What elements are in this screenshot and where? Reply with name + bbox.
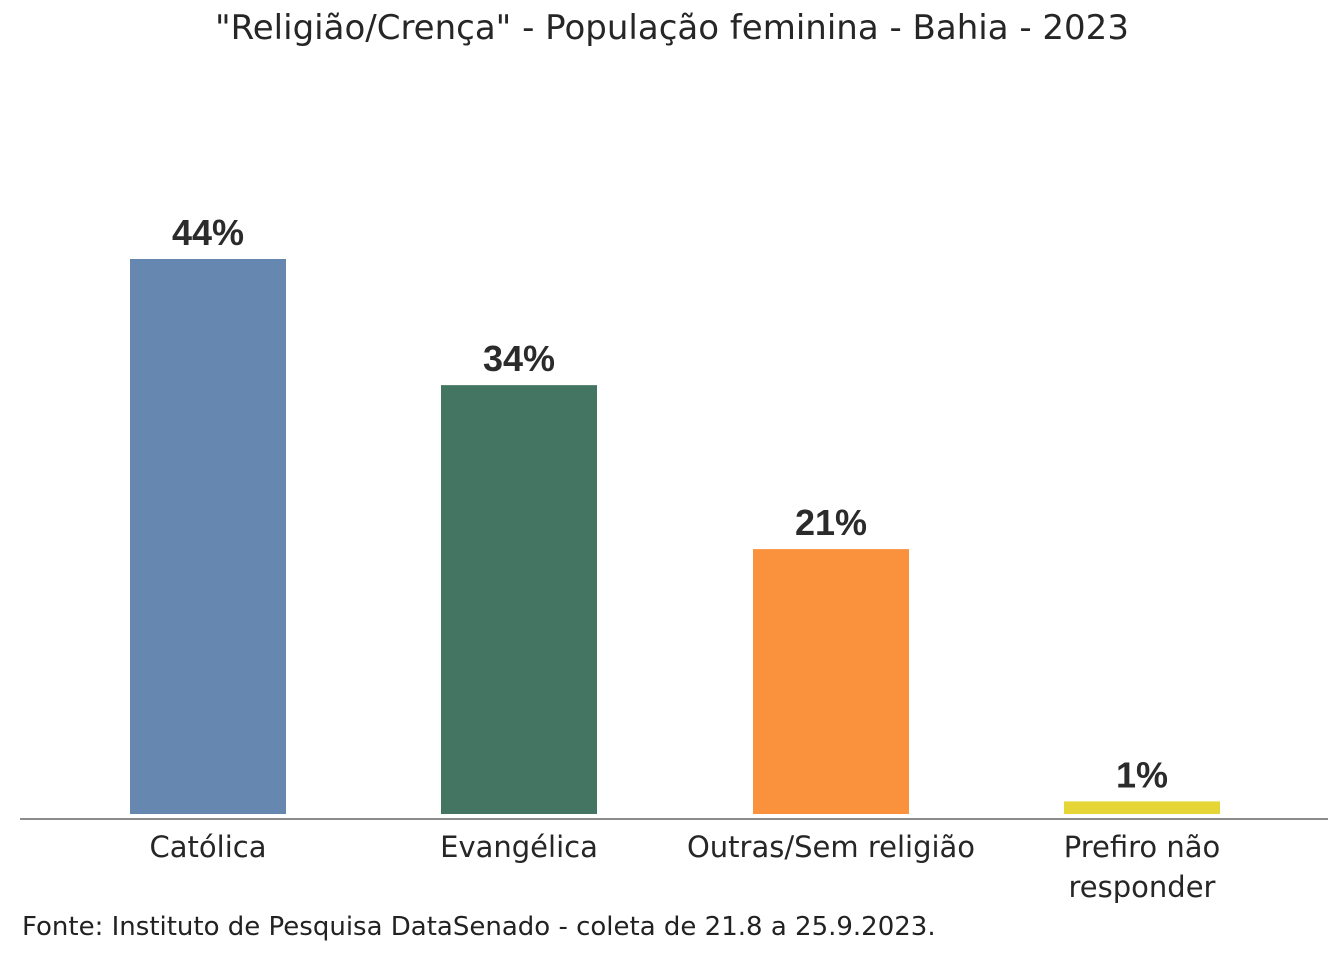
value-label-evangelica: 34% — [483, 338, 555, 379]
bar-catolica — [130, 259, 286, 814]
category-label-outras-sem-religiao: Outras/Sem religião — [687, 830, 975, 864]
value-label-outras-sem-religiao: 21% — [795, 502, 867, 543]
category-label-catolica: Católica — [150, 830, 267, 864]
value-label-catolica: 44% — [172, 212, 244, 253]
value-label-prefiro-nao-responder: 1% — [1116, 754, 1168, 795]
labels-group: 44% Católica 34% Evangélica 21% Outras/Sem re… — [150, 212, 1221, 904]
category-label-evangelica: Evangélica — [440, 830, 598, 864]
bar-prefiro-nao-responder — [1064, 801, 1220, 814]
bar-evangelica — [441, 385, 597, 814]
chart-title: "Religião/Crença" - População feminina -… — [215, 8, 1129, 48]
category-label-prefiro-nao-responder: Prefiro não responder — [1064, 830, 1221, 904]
bar-outras-sem-religiao — [753, 549, 909, 814]
bars-group — [130, 259, 1220, 814]
source-note: Fonte: Instituto de Pesquisa DataSenado … — [22, 912, 936, 942]
